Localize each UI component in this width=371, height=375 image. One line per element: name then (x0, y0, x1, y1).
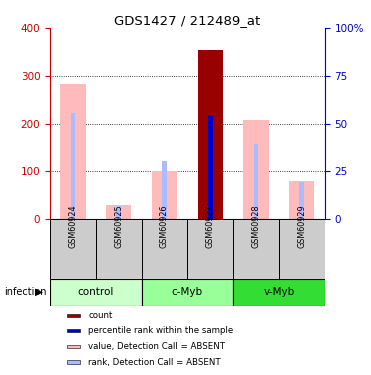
Text: count: count (88, 311, 113, 320)
Title: GDS1427 / 212489_at: GDS1427 / 212489_at (114, 14, 260, 27)
Text: GSM60927: GSM60927 (206, 204, 215, 248)
Bar (162, 161, 167, 219)
Text: c-Myb: c-Myb (172, 287, 203, 297)
Bar (254, 144, 258, 219)
Text: GSM60924: GSM60924 (69, 204, 78, 248)
Text: rank, Detection Call = ABSENT: rank, Detection Call = ABSENT (88, 357, 221, 366)
Bar (66, 329, 80, 332)
Bar (243, 120, 269, 219)
Bar (198, 50, 223, 219)
Text: GSM60925: GSM60925 (114, 204, 123, 248)
Bar (299, 182, 304, 219)
Bar (142, 279, 233, 306)
Bar (198, 50, 223, 219)
Bar (142, 219, 187, 279)
Bar (50, 219, 96, 279)
Bar (208, 115, 213, 219)
Text: GSM60929: GSM60929 (297, 204, 306, 248)
Bar (96, 219, 142, 279)
Bar (233, 279, 325, 306)
Text: GSM60928: GSM60928 (252, 204, 260, 248)
Bar (233, 219, 279, 279)
Bar (70, 112, 75, 219)
Bar (66, 345, 80, 348)
Bar (116, 206, 121, 219)
Text: percentile rank within the sample: percentile rank within the sample (88, 326, 234, 335)
Bar (60, 84, 86, 219)
Text: control: control (78, 287, 114, 297)
Text: value, Detection Call = ABSENT: value, Detection Call = ABSENT (88, 342, 226, 351)
Bar (50, 279, 142, 306)
Bar (66, 360, 80, 364)
Text: GSM60926: GSM60926 (160, 204, 169, 248)
Bar (289, 181, 314, 219)
Bar (152, 171, 177, 219)
Text: infection: infection (4, 287, 46, 297)
Bar (106, 205, 131, 219)
Text: ▶: ▶ (35, 287, 43, 297)
Bar (279, 219, 325, 279)
Bar (208, 115, 213, 219)
Bar (66, 314, 80, 317)
Text: v-Myb: v-Myb (263, 287, 295, 297)
Bar (187, 219, 233, 279)
